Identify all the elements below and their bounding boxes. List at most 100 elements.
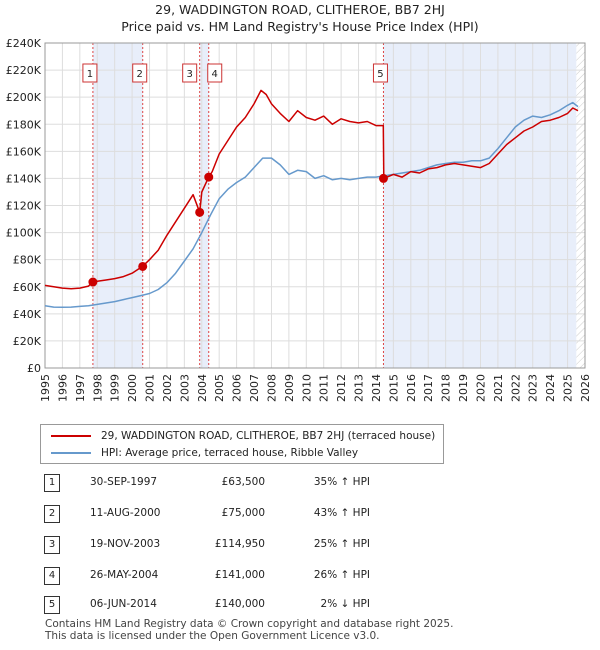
x-tick-label: 2009 — [283, 374, 296, 402]
y-tick-label: £80K — [13, 254, 42, 267]
y-tick-label: £140K — [6, 172, 42, 185]
x-tick-label: 2022 — [509, 374, 522, 402]
x-tick-label: 2005 — [213, 374, 226, 402]
sale-label-text: 2 — [137, 69, 143, 80]
y-tick-label: £0 — [27, 362, 41, 375]
sale-date: 06-JUN-2014 — [90, 598, 157, 610]
x-tick-label: 2014 — [370, 374, 383, 402]
sale-date: 30-SEP-1997 — [90, 476, 158, 488]
x-tick-label: 2007 — [248, 374, 261, 402]
sale-price: £63,500 — [221, 476, 265, 488]
x-tick-label: 2011 — [318, 374, 331, 402]
x-tick-label: 1998 — [91, 374, 104, 402]
chart-subtitle: Price paid vs. HM Land Registry's House … — [121, 19, 479, 34]
x-tick-label: 2002 — [161, 374, 174, 402]
sale-marker-number: 5 — [44, 596, 60, 614]
y-tick-label: £120K — [6, 200, 42, 213]
sale-label-box: 2 — [132, 63, 148, 83]
plot-border — [44, 42, 586, 369]
x-tick-label: 2013 — [353, 374, 366, 402]
x-tick-label: 2018 — [440, 374, 453, 402]
legend-label-property: 29, WADDINGTON ROAD, CLITHEROE, BB7 2HJ … — [101, 430, 436, 442]
x-tick-label: 2021 — [492, 374, 505, 402]
sale-marker-number: 3 — [44, 536, 60, 554]
sale-hpi-diff: 43% ↑ HPI — [313, 507, 370, 519]
table-row: 2 11-AUG-2000 £75,000 43% ↑ HPI — [40, 505, 460, 523]
price-chart: £0 £20K £40K £60K £80K £100K £120K £140K £160K £1… — [6, 37, 592, 402]
sale-label-box: 4 — [207, 63, 223, 83]
x-tick-label: 2017 — [422, 374, 435, 402]
legend-item-hpi: HPI: Average price, terraced house, Ribb… — [51, 445, 358, 461]
sale-label-rect — [132, 63, 148, 83]
chart-title: 29, WADDINGTON ROAD, CLITHEROE, BB7 2HJ — [155, 2, 445, 17]
sale-point — [195, 207, 205, 217]
table-row: 3 19-NOV-2003 £114,950 25% ↑ HPI — [40, 536, 460, 554]
y-tick-label: £180K — [6, 118, 42, 131]
sale-point — [88, 277, 98, 287]
y-tick-label: £240K — [6, 37, 42, 50]
sale-hpi-diff: 35% ↑ HPI — [313, 476, 370, 488]
sale-date: 11-AUG-2000 — [90, 507, 161, 519]
x-tick-label: 2020 — [474, 374, 487, 402]
x-tick-label: 1999 — [109, 374, 122, 402]
y-tick-label: £160K — [6, 145, 42, 158]
x-tick-label: 2003 — [178, 374, 191, 402]
sale-hpi-diff: 26% ↑ HPI — [313, 569, 370, 581]
y-tick-label: £60K — [13, 281, 42, 294]
x-tick-label: 2012 — [335, 374, 348, 402]
property-price-line — [44, 89, 579, 290]
sale-label-rect — [82, 63, 98, 83]
x-tick-label: 1997 — [74, 374, 87, 402]
legend-item-property: 29, WADDINGTON ROAD, CLITHEROE, BB7 2HJ … — [51, 428, 435, 444]
x-tick-label: 2024 — [544, 374, 557, 402]
sale-label-text: 3 — [186, 69, 192, 80]
sale-price: £75,000 — [221, 507, 265, 519]
sale-point — [138, 261, 148, 271]
x-tick-label: 2023 — [527, 374, 540, 402]
x-tick-label: 1996 — [56, 374, 69, 402]
x-tick-label: 2026 — [579, 374, 592, 402]
sale-marker-number: 1 — [44, 474, 60, 492]
table-row: 5 06-JUN-2014 £140,000 2% ↓ HPI — [40, 596, 460, 614]
y-tick-label: £100K — [6, 227, 42, 240]
y-tick-label: £20K — [13, 335, 42, 348]
sale-label-text: 4 — [212, 69, 218, 80]
x-tick-label: 2006 — [231, 374, 244, 402]
sale-marker-number: 4 — [44, 567, 60, 585]
sale-marker-number: 2 — [44, 505, 60, 523]
sale-label-rect — [372, 63, 388, 83]
x-tick-label: 2008 — [265, 374, 278, 402]
x-tick-label: 2025 — [562, 374, 575, 402]
table-row: 4 26-MAY-2004 £141,000 26% ↑ HPI — [40, 567, 460, 585]
sale-hpi-diff: 25% ↑ HPI — [313, 538, 370, 550]
sale-date: 19-NOV-2003 — [90, 538, 161, 550]
sale-label-box: 1 — [82, 63, 98, 83]
table-row: 1 30-SEP-1997 £63,500 35% ↑ HPI — [40, 474, 460, 492]
sale-label-box: 3 — [182, 63, 198, 83]
y-tick-label: £220K — [6, 64, 42, 77]
x-tick-label: 2015 — [387, 374, 400, 402]
chart-legend: 29, WADDINGTON ROAD, CLITHEROE, BB7 2HJ … — [40, 424, 444, 464]
x-tick-label: 2001 — [144, 374, 157, 402]
x-tick-label: 2004 — [196, 374, 209, 402]
sale-label-text: 5 — [377, 69, 383, 80]
y-tick-label: £200K — [6, 91, 42, 104]
y-tick-label: £40K — [13, 308, 42, 321]
footer-license: This data is licensed under the Open Gov… — [45, 630, 380, 642]
sale-date: 26-MAY-2004 — [90, 569, 159, 581]
hpi-line — [44, 101, 579, 309]
legend-swatch-hpi — [51, 452, 91, 454]
x-tick-label: 2019 — [457, 374, 470, 402]
sale-label-box: 5 — [372, 63, 388, 83]
legend-label-hpi: HPI: Average price, terraced house, Ribb… — [101, 447, 359, 459]
sale-label-rect — [207, 63, 223, 83]
x-tick-label: 2016 — [405, 374, 418, 402]
sale-price: £114,950 — [214, 538, 265, 550]
x-tick-label: 1995 — [39, 374, 52, 402]
x-tick-label: 2000 — [126, 374, 139, 402]
x-tick-label: 2010 — [300, 374, 313, 402]
sale-label-text: 1 — [87, 69, 93, 80]
sale-price: £140,000 — [214, 598, 265, 610]
sale-point — [378, 173, 388, 183]
sale-price: £141,000 — [214, 569, 265, 581]
